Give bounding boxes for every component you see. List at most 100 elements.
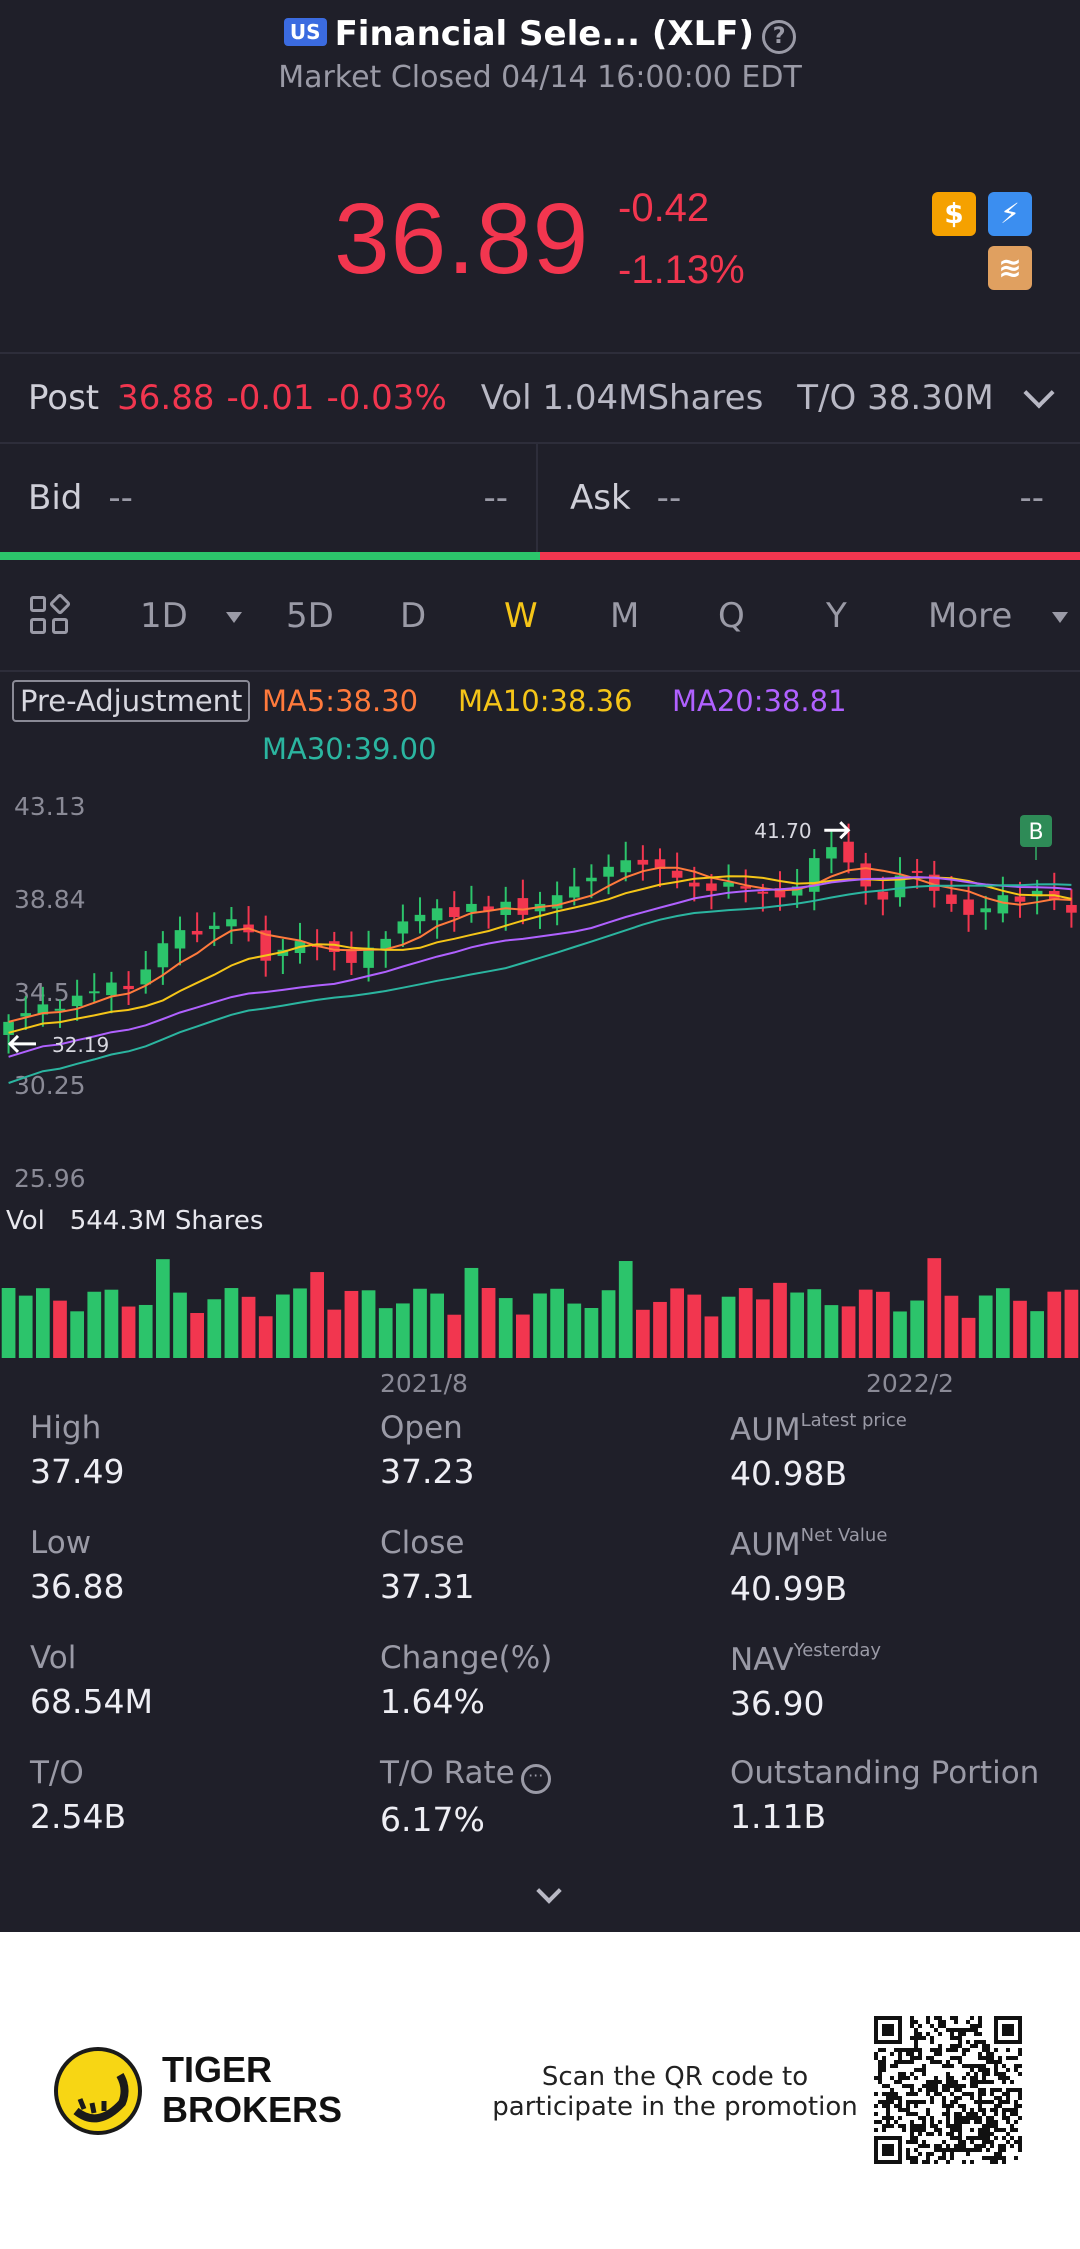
volume-bar [104,1289,119,1358]
candle-up [20,1013,32,1017]
candle-up [226,919,237,927]
post-volume: Vol 1.04MShares [480,378,764,418]
volume-bar [18,1295,33,1358]
candle-down [123,985,134,990]
candle-up [586,877,597,882]
candle-up [723,882,734,887]
tab-year[interactable]: Y [826,596,847,636]
candle-up [54,1008,66,1011]
tab-1d[interactable]: 1D [140,596,188,636]
arrow-right-icon [824,821,851,840]
y-tick-label: 25.96 [14,1164,86,1193]
volume-bar [807,1289,822,1358]
volume-bar [361,1290,376,1358]
ask-strength-bar [540,552,1080,560]
help-icon[interactable]: ? [762,20,797,54]
stat-close: Close 37.31 [380,1525,475,1606]
candle-up [88,991,100,994]
buy-signal-badge [1020,815,1052,847]
stat-low: Low 36.88 [30,1525,125,1606]
candle-up [431,908,443,921]
volume-bar [601,1290,616,1358]
info-icon[interactable]: ··· [520,1764,551,1794]
x-tick-label: 2022/2 [866,1369,954,1398]
volume-bar [378,1308,393,1358]
candle-up [414,914,426,922]
stat-vol: Vol 68.54M [30,1640,153,1721]
candle-down [928,874,940,891]
post-change-pct: -0.03% [326,378,447,418]
volume-bar [430,1293,444,1358]
volume-bar [498,1298,513,1358]
tab-5d[interactable]: 5D [286,596,334,636]
post-price: 36.88 [117,378,215,418]
candle-up [208,925,220,930]
volume-bar [1064,1289,1079,1358]
stat-t-o-rate: T/O Rate ··· 6.17% [380,1755,551,1839]
price-change: -0.42 [618,186,710,230]
volume-bar [327,1309,342,1358]
volume-bar [533,1293,547,1358]
candle-up [826,847,837,859]
qr-code[interactable] [874,2016,1022,2164]
volume-bar [344,1290,359,1358]
bid-price: -- [108,478,133,518]
chevron-down-icon[interactable] [1023,377,1055,409]
tab-month[interactable]: M [610,596,640,636]
lightning-icon[interactable]: ⚡ [988,192,1032,236]
candle-down [637,859,649,865]
volume-value: 544.3M Shares [69,1206,264,1236]
high-annotation: 41.70 [754,819,811,843]
volume-bar [841,1306,856,1358]
volume-bar [1,1288,16,1358]
tab-quarter[interactable]: Q [718,596,745,636]
pre-adjustment-button[interactable]: Pre-Adjustment [12,680,251,722]
volume-bar [1047,1291,1062,1358]
dropdown-arrow-icon[interactable] [226,612,242,623]
candle-down [328,941,340,952]
moving-average-line [8,866,1072,1023]
dropdown-arrow-icon[interactable] [1052,612,1068,623]
period-tabs: 1D 5D D W M Q Y More [0,570,1080,670]
ma10-label: MA10:38.36 [458,684,633,718]
ma20-label: MA20:38.81 [672,684,847,718]
stat-nav-yesterday: NAVYesterday 36.90 [730,1640,882,1723]
title-row[interactable]: US Financial Sele... (XLF)? [0,14,1080,54]
candle-up [71,995,83,1007]
volume-bar [53,1300,67,1358]
volume-bar [121,1306,136,1358]
us-market-badge: US [283,18,327,46]
volume-bar [173,1292,187,1358]
tab-week[interactable]: W [504,596,538,636]
candle-down [860,863,872,887]
candlestick-chart[interactable]: 43.13 38.84 34.5 30.25 25.96 41.70 32.19 B 2021/… [0,780,1080,1400]
candle-up [106,982,117,996]
grid-icon[interactable] [30,592,72,636]
dollar-icon[interactable]: $ [932,192,976,236]
tab-more[interactable]: More [928,596,1013,636]
ma30-label: MA30:39.00 [262,732,437,766]
candle-up [157,943,169,968]
moving-average-line [8,883,1072,1084]
y-tick-label: 30.25 [14,1071,86,1100]
candle-up [568,886,580,898]
candle-down [706,883,717,891]
volume-bar [464,1267,479,1358]
tab-day[interactable]: D [400,596,427,636]
candle-down [963,899,974,915]
ask-label: Ask [570,478,631,518]
expand-chevron-icon[interactable] [536,1878,562,1904]
volume-bar [258,1316,273,1358]
promo-footer: TIGER BROKERS Scan the QR code to partic… [0,1932,1080,2249]
volume-bar [893,1311,907,1358]
post-market-row[interactable]: Post 36.88 -0.01 -0.03% Vol 1.04MShares … [0,354,1080,442]
y-tick-label: 34.5 [14,978,70,1007]
volume-bar [138,1304,153,1358]
volume-bar [653,1301,667,1358]
post-turnover: T/O 38.30M [797,378,994,418]
stat-t-o: T/O 2.54B [30,1755,127,1836]
candle-up [603,866,614,877]
candle-down [483,906,494,911]
volume-bar [636,1309,650,1358]
layers-icon[interactable]: ≋ [988,246,1032,290]
